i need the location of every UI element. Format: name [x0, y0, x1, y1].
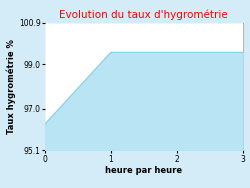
- Title: Evolution du taux d'hygrométrie: Evolution du taux d'hygrométrie: [60, 10, 228, 20]
- X-axis label: heure par heure: heure par heure: [105, 166, 182, 175]
- Y-axis label: Taux hygrométrie %: Taux hygrométrie %: [7, 39, 16, 134]
